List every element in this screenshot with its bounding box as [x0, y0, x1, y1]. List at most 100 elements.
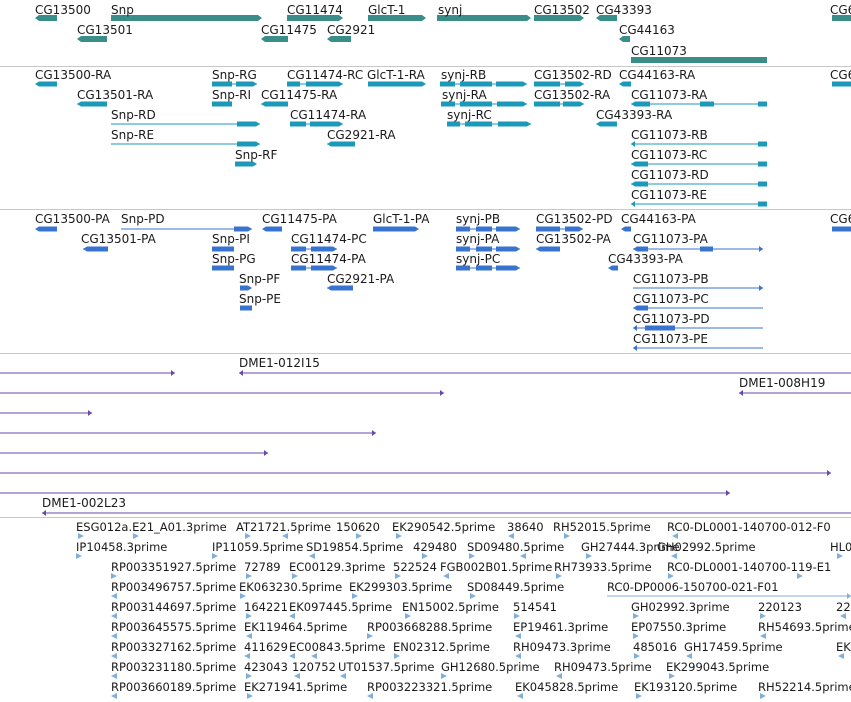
mrna-glyph-exon[interactable] — [758, 181, 767, 187]
est-label[interactable]: RC0-DP0006-150700-021-F01 — [607, 580, 779, 594]
est-glyph[interactable] — [564, 533, 570, 539]
est-label[interactable]: RP003144697.5prime — [111, 600, 237, 614]
mrna-label[interactable]: Snp-RI — [212, 88, 252, 102]
est-label[interactable]: RP003496757.5prime — [111, 580, 237, 594]
protein-label[interactable]: synj-PC — [456, 252, 501, 266]
protein-label[interactable]: CG11073-PC — [633, 292, 709, 306]
est-glyph[interactable] — [395, 573, 401, 579]
mrna-label[interactable]: Snp-RE — [111, 128, 155, 142]
est-glyph[interactable] — [240, 593, 246, 599]
bac-label[interactable]: DME1-008H19 — [739, 376, 826, 390]
mrna-glyph-exon[interactable] — [212, 81, 232, 87]
est-glyph[interactable] — [405, 613, 411, 619]
protein-glyph-exon[interactable] — [496, 265, 520, 271]
gene-label[interactable]: CG2921 — [327, 23, 376, 37]
protein-label[interactable]: CG2921-PA — [327, 272, 395, 286]
mrna-label[interactable]: synj-RB — [441, 68, 487, 82]
mrna-glyph-exon[interactable] — [261, 101, 288, 107]
mrna-glyph[interactable] — [619, 81, 631, 87]
est-glyph-arrow[interactable] — [847, 593, 851, 599]
est-label[interactable]: UT01537.5prime — [338, 660, 435, 674]
est-label[interactable]: RP003327162.5prime — [111, 640, 237, 654]
est-label[interactable]: RP003668288.5prime — [367, 620, 493, 634]
est-label[interactable]: RP003223321.5prime — [367, 680, 493, 694]
bac-glyph-arrow[interactable] — [827, 470, 831, 476]
gene-glyph[interactable] — [619, 36, 630, 42]
est-label[interactable]: 150620 — [336, 520, 380, 534]
est-glyph[interactable] — [837, 553, 843, 559]
gene-label[interactable]: CG6 — [830, 3, 851, 17]
gene-glyph[interactable] — [631, 57, 767, 63]
protein-label[interactable]: CG13500-PA — [35, 212, 110, 226]
est-glyph[interactable] — [340, 673, 346, 679]
est-label[interactable]: 429480 — [413, 540, 457, 554]
est-glyph[interactable] — [760, 633, 766, 639]
est-glyph[interactable] — [556, 673, 562, 679]
mrna-label[interactable]: CG6 — [830, 68, 851, 82]
protein-glyph-arrow[interactable] — [759, 285, 763, 291]
mrna-glyph-exon[interactable] — [631, 101, 650, 107]
mrna-glyph-exon[interactable] — [563, 101, 584, 107]
protein-glyph-arrow[interactable] — [633, 345, 637, 351]
protein-glyph-exon[interactable] — [456, 265, 470, 271]
est-glyph[interactable] — [356, 533, 362, 539]
mrna-glyph-exon[interactable] — [306, 81, 343, 87]
mrna-glyph-exon[interactable] — [460, 101, 492, 107]
mrna-glyph[interactable] — [596, 121, 617, 127]
est-label[interactable]: 120752 — [292, 660, 336, 674]
est-label[interactable]: EK193120.5prime — [634, 680, 738, 694]
est-label[interactable]: FGB002B01.5prime — [440, 560, 553, 574]
est-label[interactable]: EK299303.5prime — [349, 580, 453, 594]
est-label[interactable]: SD09480.5prime — [467, 540, 565, 554]
gene-label[interactable]: CG43393 — [596, 3, 652, 17]
mrna-label[interactable]: synj-RC — [447, 108, 492, 122]
protein-label[interactable]: CG43393-PA — [608, 252, 683, 266]
est-glyph[interactable] — [245, 533, 251, 539]
mrna-glyph-exon[interactable] — [237, 121, 260, 127]
mrna-glyph-exon[interactable] — [465, 121, 492, 127]
est-label[interactable]: RH54693.5prime — [758, 620, 851, 634]
est-glyph[interactable] — [838, 653, 844, 659]
est-glyph[interactable] — [515, 653, 521, 659]
bac-glyph-arrow[interactable] — [239, 370, 243, 376]
est-glyph[interactable] — [247, 693, 253, 699]
protein-label[interactable]: CG11073-PA — [633, 232, 708, 246]
protein-glyph-exon[interactable] — [476, 226, 492, 232]
est-glyph[interactable] — [441, 673, 447, 679]
gene-label[interactable]: CG11475 — [261, 23, 317, 37]
est-label[interactable]: ESG012a.E21_A01.3prime — [76, 520, 227, 534]
mrna-glyph-exon[interactable] — [237, 141, 260, 147]
est-glyph[interactable] — [760, 693, 766, 699]
protein-glyph-exon[interactable] — [565, 226, 583, 232]
est-label[interactable]: 514541 — [513, 600, 557, 614]
est-label[interactable]: GH12680.5prime — [441, 660, 540, 674]
est-glyph[interactable] — [633, 613, 639, 619]
est-label[interactable]: RH52015.5prime — [553, 520, 651, 534]
mrna-glyph-exon[interactable] — [534, 81, 560, 87]
est-glyph[interactable] — [294, 673, 300, 679]
protein-glyph-exon[interactable] — [83, 246, 108, 252]
mrna-glyph-exon[interactable] — [447, 121, 460, 127]
est-glyph[interactable] — [76, 553, 82, 559]
est-glyph[interactable] — [514, 613, 520, 619]
bac-glyph-arrow[interactable] — [440, 390, 444, 396]
protein-label[interactable]: Snp-PG — [212, 252, 256, 266]
protein-label[interactable]: CG6 — [830, 212, 851, 226]
mrna-label[interactable]: CG11073-RD — [631, 168, 709, 182]
protein-label[interactable]: CG11474-PA — [291, 252, 366, 266]
mrna-label[interactable]: Snp-RF — [235, 148, 278, 162]
protein-label[interactable]: Snp-PD — [121, 212, 165, 226]
est-glyph[interactable] — [394, 653, 400, 659]
protein-glyph[interactable] — [212, 246, 234, 252]
gene-label[interactable]: Snp — [111, 3, 134, 17]
mrna-glyph-exon[interactable] — [631, 161, 648, 167]
est-label[interactable]: EP19461.3prime — [513, 620, 609, 634]
protein-glyph-exon[interactable] — [536, 246, 560, 252]
est-glyph[interactable] — [672, 533, 678, 539]
est-glyph[interactable] — [367, 693, 373, 699]
protein-glyph[interactable] — [262, 226, 282, 232]
est-glyph[interactable] — [246, 673, 252, 679]
protein-label[interactable]: CG11474-PC — [291, 232, 367, 246]
mrna-glyph-exon[interactable] — [290, 121, 306, 127]
gene-glyph[interactable] — [327, 36, 351, 42]
